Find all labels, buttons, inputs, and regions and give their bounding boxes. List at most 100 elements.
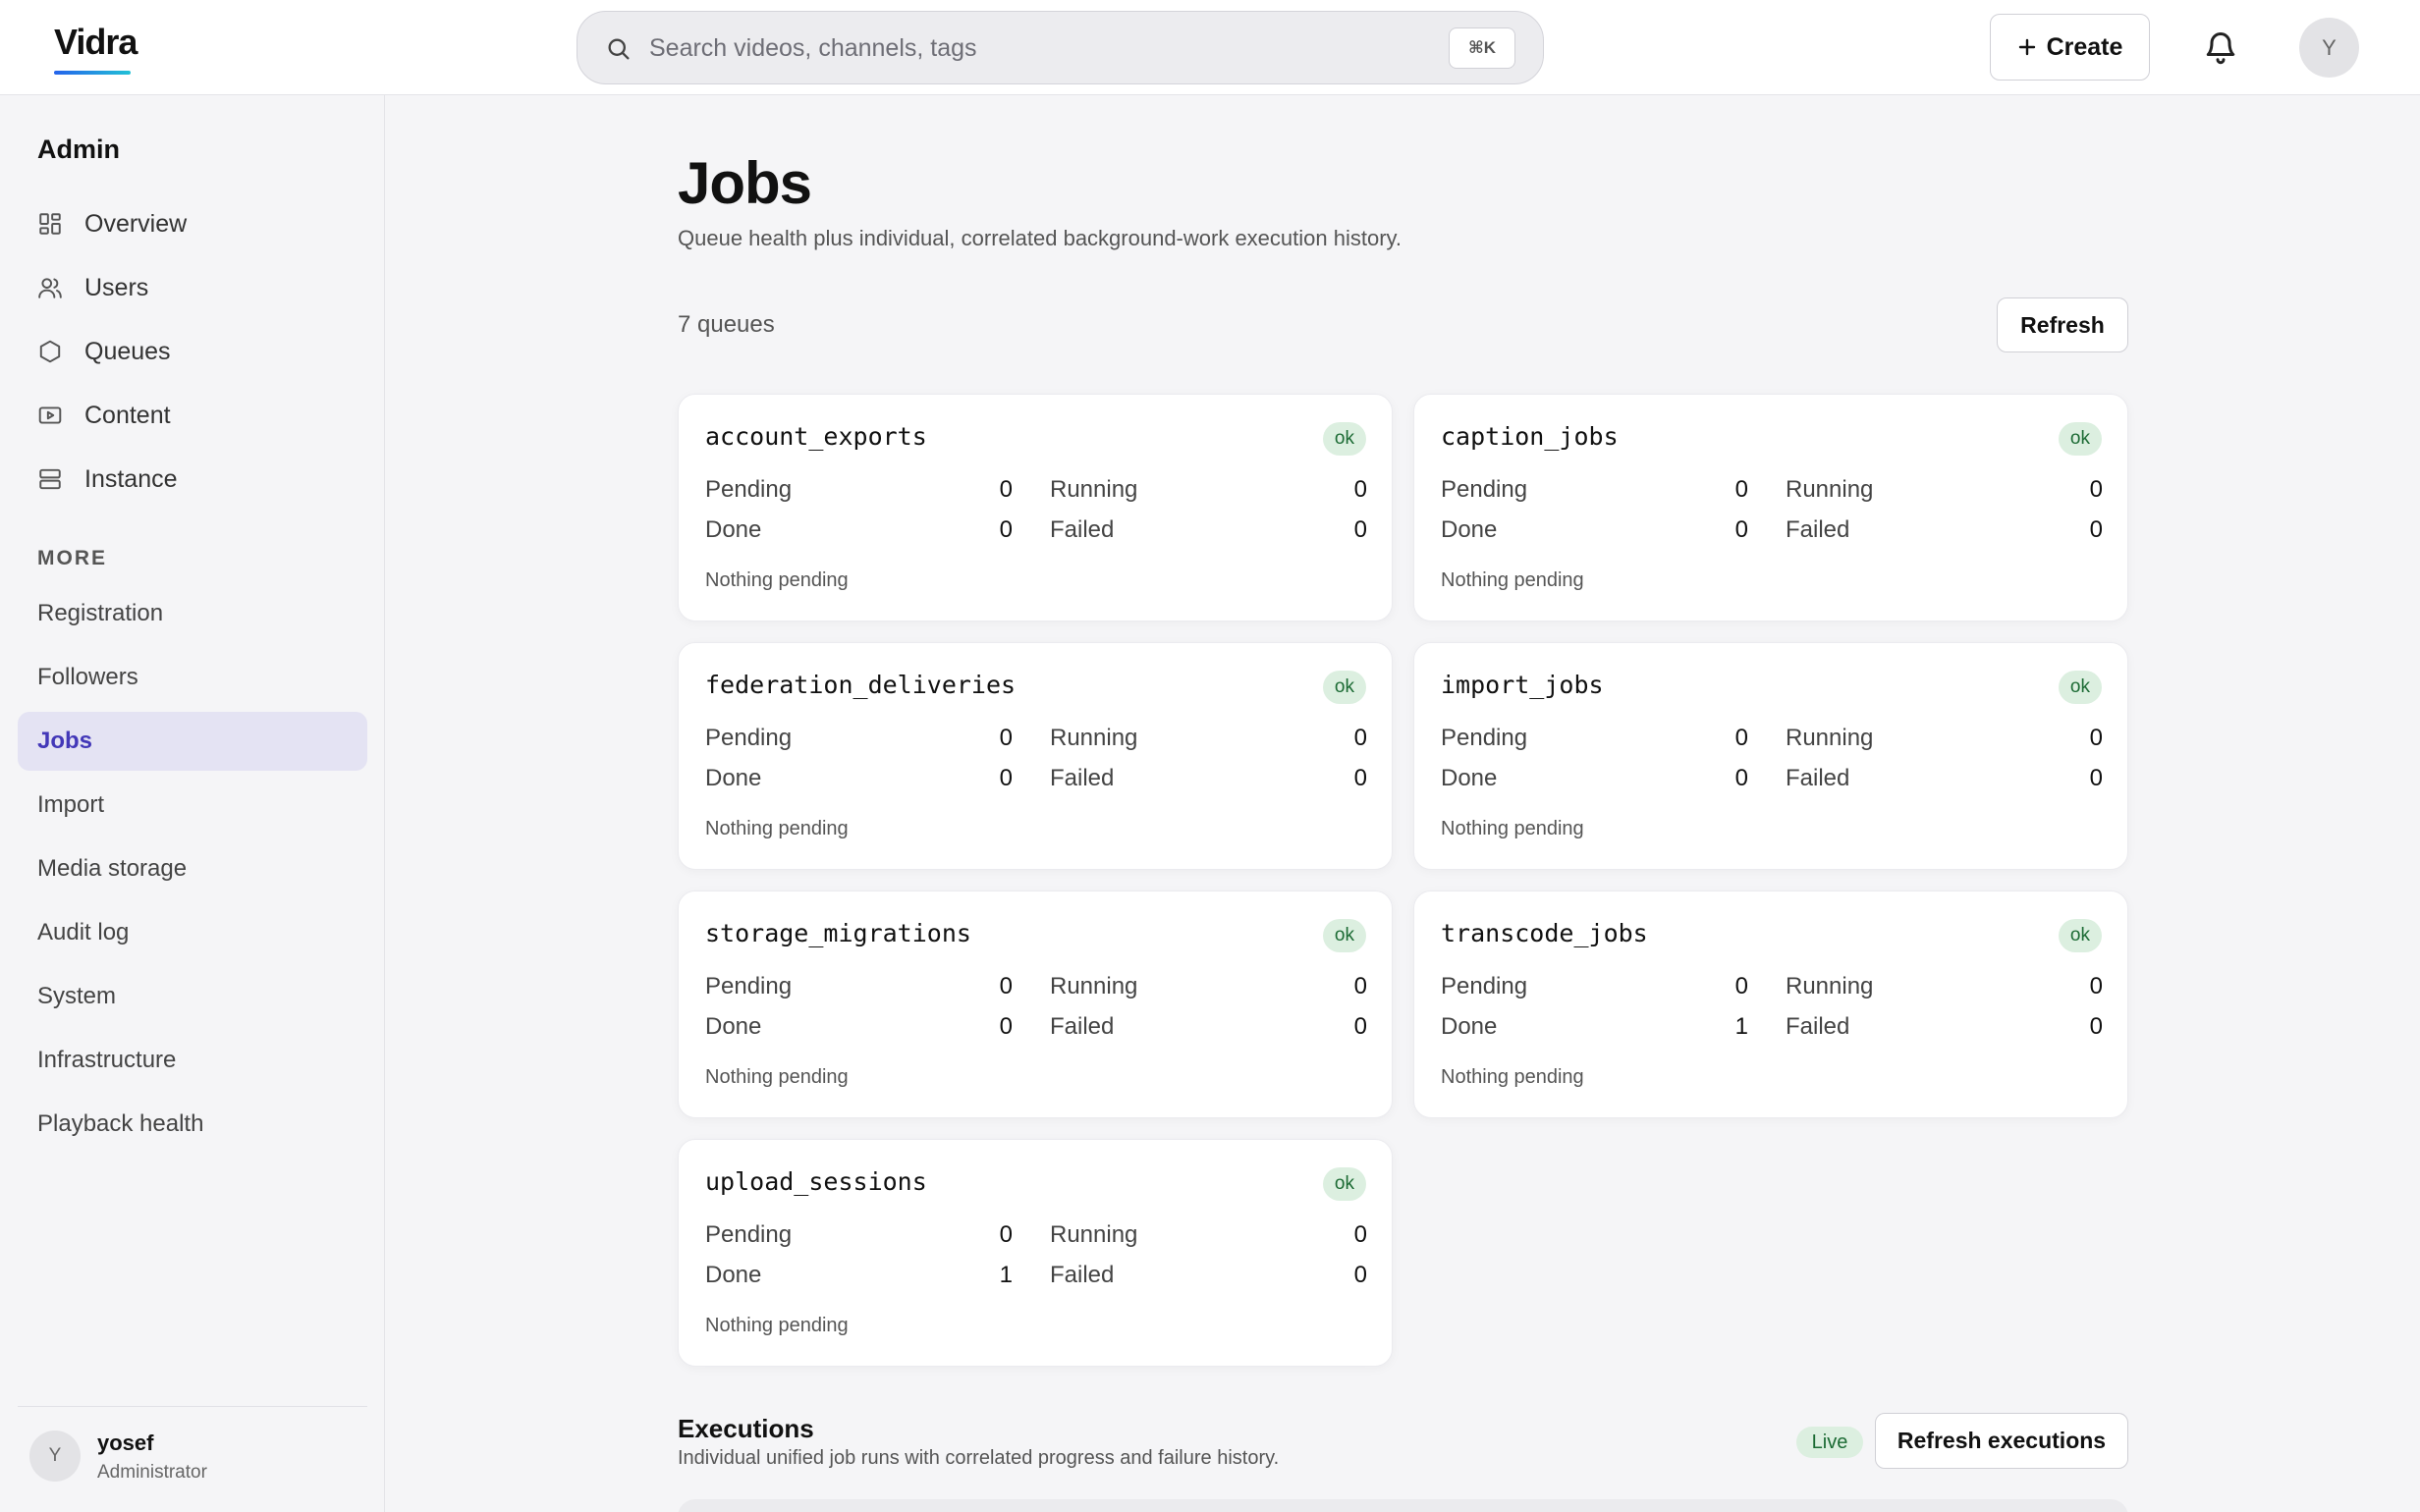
failed-value: 0 (2089, 516, 2103, 543)
queue-name: account_exports (705, 422, 927, 451)
running-label: Running (1050, 1221, 1138, 1248)
sidebar-item-audit-log[interactable]: Audit log (18, 903, 367, 962)
done-value: 1 (999, 1262, 1013, 1288)
sidebar-item-users[interactable]: Users (18, 258, 367, 317)
failed-label: Failed (1050, 1262, 1115, 1288)
sidebar-item-instance[interactable]: Instance (18, 450, 367, 509)
failed-label: Failed (1050, 516, 1115, 543)
sidebar-title: Admin (37, 135, 120, 164)
queue-name: import_jobs (1441, 671, 1604, 699)
done-label: Done (1441, 765, 1498, 791)
done-value: 0 (1734, 765, 1748, 791)
queue-name: federation_deliveries (705, 671, 1017, 699)
pending-label: Pending (1441, 725, 1528, 751)
sidebar-item-jobs[interactable]: Jobs (18, 712, 367, 771)
sidebar-item-label: Registration (37, 600, 164, 626)
done-label: Done (705, 765, 762, 791)
done-label: Done (705, 516, 762, 543)
queue-card: transcode_jobs ok Pending 0 Running 0 Done 1 Fai… (1413, 891, 2128, 1118)
logo[interactable]: Vidra (54, 22, 138, 62)
queue-note: Nothing pending (705, 818, 849, 839)
user-avatar[interactable]: Y (29, 1431, 81, 1482)
create-button[interactable]: Create (1990, 14, 2150, 81)
sidebar-divider (18, 1406, 367, 1407)
queue-name: caption_jobs (1441, 422, 1619, 451)
failed-value: 0 (1353, 765, 1367, 791)
done-value: 0 (999, 1013, 1013, 1040)
bell-icon[interactable] (2203, 27, 2238, 67)
done-value: 0 (999, 765, 1013, 791)
sidebar-item-label: Overview (84, 209, 188, 238)
refresh-executions-button[interactable]: Refresh executions (1875, 1413, 2128, 1469)
running-value: 0 (2089, 725, 2103, 751)
create-button-label: Create (2046, 32, 2123, 61)
done-value: 0 (999, 516, 1013, 543)
sidebar-item-label: Followers (37, 664, 138, 690)
status-badge: ok (1322, 1167, 1366, 1201)
failed-label: Failed (1786, 765, 1850, 791)
refresh-button[interactable]: Refresh (1997, 297, 2128, 352)
failed-label: Failed (1050, 1013, 1115, 1040)
sidebar-item-import[interactable]: Import (18, 776, 367, 835)
pending-value: 0 (1734, 973, 1748, 999)
queue-note: Nothing pending (705, 1315, 849, 1336)
pending-label: Pending (705, 476, 793, 503)
sidebar-item-system[interactable]: System (18, 967, 367, 1026)
pending-value: 0 (999, 1221, 1013, 1248)
grid-icon (39, 213, 61, 235)
done-value: 0 (1734, 516, 1748, 543)
queue-card: storage_migrations ok Pending 0 Running 0 Done… (678, 891, 1393, 1118)
sidebar-item-label: Import (37, 791, 105, 818)
running-label: Running (1050, 476, 1138, 503)
done-label: Done (705, 1013, 762, 1040)
sidebar-item-infrastructure[interactable]: Infrastructure (18, 1031, 367, 1090)
user-role: Administrator (97, 1462, 207, 1483)
plus-icon (2018, 38, 2035, 56)
sidebar-item-label: Playback health (37, 1110, 204, 1137)
server-icon (39, 468, 61, 490)
sidebar-item-label: Users (84, 273, 149, 301)
sidebar-item-content[interactable]: Content (18, 386, 367, 445)
pending-value: 0 (999, 476, 1013, 503)
logo-underline (54, 71, 131, 75)
sidebar-item-label: Queues (84, 337, 171, 365)
running-label: Running (1050, 973, 1138, 999)
avatar[interactable]: Y (2299, 18, 2359, 78)
executions-table (678, 1499, 2128, 1512)
running-label: Running (1786, 973, 1874, 999)
status-badge: ok (2058, 422, 2102, 456)
sidebar-item-playback-health[interactable]: Playback health (18, 1095, 367, 1154)
running-value: 0 (1353, 476, 1367, 503)
queue-note: Nothing pending (1441, 1066, 1584, 1088)
failed-label: Failed (1050, 765, 1115, 791)
status-badge: ok (1322, 671, 1366, 704)
sidebar-item-label: Media storage (37, 855, 188, 882)
queue-card: caption_jobs ok Pending 0 Running 0 Done 0 Faile… (1413, 394, 2128, 621)
user-name: yosef (97, 1431, 154, 1455)
queue-card: account_exports ok Pending 0 Running 0 Done 0 Fa… (678, 394, 1393, 621)
sidebar-section-more: MORE (37, 547, 107, 569)
status-badge: ok (1322, 919, 1366, 952)
pending-value: 0 (999, 725, 1013, 751)
sidebar-item-media-storage[interactable]: Media storage (18, 839, 367, 898)
search-icon (608, 38, 630, 60)
pending-label: Pending (1441, 973, 1528, 999)
users-icon (38, 278, 62, 298)
pending-label: Pending (705, 725, 793, 751)
sidebar-item-followers[interactable]: Followers (18, 648, 367, 707)
failed-label: Failed (1786, 1013, 1850, 1040)
queue-count: 7 queues (678, 311, 775, 338)
sidebar-item-queues[interactable]: Queues (18, 322, 367, 381)
queue-note: Nothing pending (705, 1066, 849, 1088)
search-input[interactable] (649, 29, 1396, 67)
executions-subtitle: Individual unified job runs with correla… (678, 1447, 1280, 1469)
pending-value: 0 (1734, 725, 1748, 751)
failed-label: Failed (1786, 516, 1850, 543)
sidebar-item-overview[interactable]: Overview (18, 194, 367, 253)
search-box[interactable]: ⌘K (577, 11, 1544, 84)
sidebar-item-registration[interactable]: Registration (18, 584, 367, 643)
executions-title: Executions (678, 1414, 814, 1443)
page-subtitle: Queue health plus individual, correlated… (678, 226, 1402, 250)
status-badge: ok (2058, 671, 2102, 704)
running-value: 0 (2089, 476, 2103, 503)
